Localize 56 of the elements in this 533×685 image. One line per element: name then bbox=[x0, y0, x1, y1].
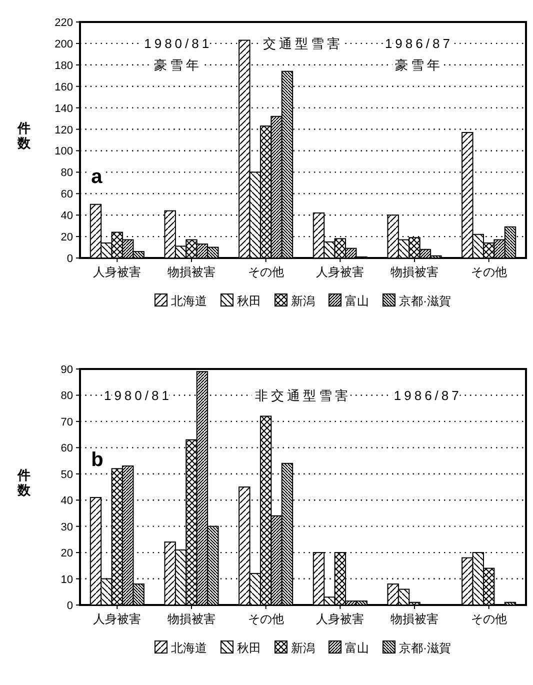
y-tick-label: 0 bbox=[66, 253, 73, 265]
y-tick-label: 70 bbox=[60, 416, 73, 428]
legend-label: 富山 bbox=[345, 294, 369, 308]
x-tick-label: 物損被害 bbox=[390, 265, 438, 279]
x-tick-label: その他 bbox=[248, 612, 284, 626]
x-tick-label: 物損被害 bbox=[168, 612, 216, 626]
x-tick-label: その他 bbox=[470, 265, 507, 279]
y-tick-label: 60 bbox=[60, 442, 73, 455]
legend-label: 北海道 bbox=[171, 641, 207, 655]
y-tick-label: 200 bbox=[54, 38, 73, 50]
x-tick-label: 人身被害 bbox=[316, 612, 364, 626]
y-tick-label: 80 bbox=[60, 390, 73, 402]
x-tick-label: 人身被害 bbox=[93, 612, 142, 626]
legend-label: 北海道 bbox=[171, 294, 207, 308]
x-tick-label: その他 bbox=[470, 612, 507, 626]
y-tick-label: 0 bbox=[66, 600, 73, 612]
legend-label: 新潟 bbox=[291, 294, 315, 308]
annotation: 1980/81 bbox=[104, 388, 172, 403]
annotation: 1986/87 bbox=[394, 388, 462, 403]
legend-label: 富山 bbox=[345, 641, 369, 655]
legend-label: 京都·滋賀 bbox=[399, 294, 451, 308]
annotation: 非交通型雪害 bbox=[255, 388, 351, 403]
annotation: 1986/87 bbox=[384, 36, 453, 52]
y-tick-label: 80 bbox=[60, 167, 73, 180]
y-tick-label: 160 bbox=[54, 81, 73, 94]
x-tick-label: 物損被害 bbox=[168, 265, 216, 279]
y-axis-title: 件数 bbox=[16, 468, 32, 498]
y-tick-label: 140 bbox=[54, 102, 73, 115]
y-tick-label: 120 bbox=[54, 124, 73, 136]
y-tick-label: 20 bbox=[60, 548, 73, 560]
y-axis-title: 件数 bbox=[16, 120, 32, 150]
legend-label: 秋田 bbox=[237, 641, 261, 655]
y-tick-label: 20 bbox=[60, 232, 73, 244]
annotation: b bbox=[91, 449, 104, 472]
annotation: 豪雪年 bbox=[394, 57, 443, 72]
legend-label: 秋田 bbox=[237, 294, 261, 308]
y-tick-label: 90 bbox=[60, 364, 73, 376]
y-tick-label: 30 bbox=[60, 521, 73, 534]
y-tick-label: 40 bbox=[60, 210, 73, 222]
y-tick-label: 10 bbox=[60, 574, 73, 586]
x-tick-label: その他 bbox=[248, 265, 284, 279]
x-tick-label: 物損被害 bbox=[390, 612, 438, 626]
legend-label: 京都·滋賀 bbox=[399, 641, 451, 655]
annotation: a bbox=[91, 166, 104, 188]
y-tick-label: 100 bbox=[54, 146, 73, 158]
y-tick-label: 220 bbox=[54, 17, 73, 29]
annotation: 1980/81 bbox=[144, 36, 212, 52]
y-tick-label: 60 bbox=[60, 188, 73, 201]
y-tick-label: 40 bbox=[60, 495, 73, 508]
annotation: 交通型雪害 bbox=[263, 36, 343, 52]
x-tick-label: 人身被害 bbox=[93, 265, 142, 279]
y-tick-label: 50 bbox=[60, 468, 73, 481]
y-tick-label: 180 bbox=[54, 60, 73, 72]
annotation: 豪雪年 bbox=[154, 57, 202, 72]
x-tick-label: 人身被害 bbox=[316, 265, 364, 279]
legend-label: 新潟 bbox=[291, 641, 315, 655]
